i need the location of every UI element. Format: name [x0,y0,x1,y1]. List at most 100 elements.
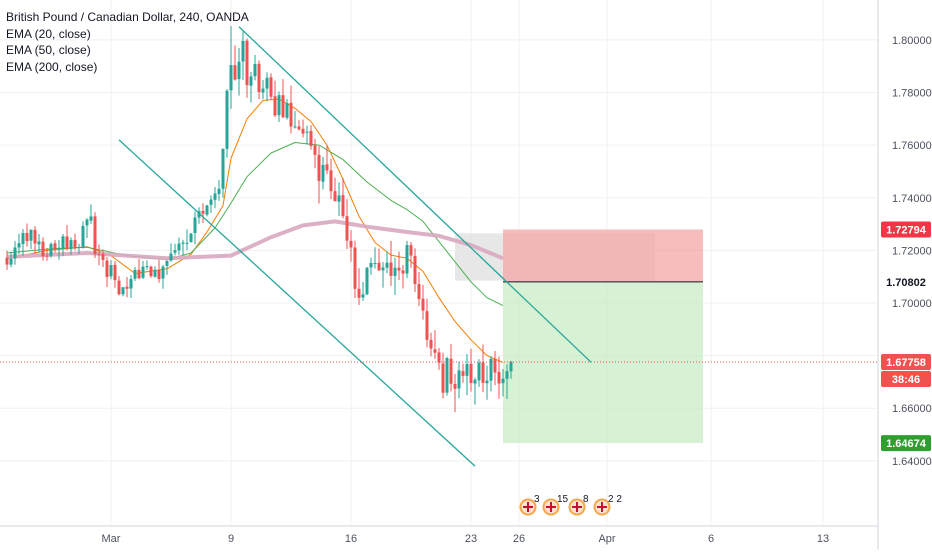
candle [289,85,293,134]
stop-zone [503,229,703,282]
candle [485,365,489,400]
candle [429,332,433,357]
candle [173,243,177,256]
stop-price-tag [881,221,931,238]
candle-body [477,362,481,381]
candle [85,218,89,239]
candle-body [453,384,457,389]
price-tick-label: 1.78000 [892,88,932,100]
candle [101,249,105,267]
candle-body [461,371,465,376]
candle [421,284,425,320]
event-count: 8 [583,494,589,505]
candle [305,125,309,145]
ema-line-20 [6,98,504,363]
candle [221,148,225,198]
event-marker[interactable]: 8 [568,494,590,516]
candle-body [309,130,313,146]
candle-body [269,77,273,97]
event-marker[interactable]: 3 [519,494,541,516]
candle-body [365,267,369,295]
candle-body [153,269,157,277]
candle [153,266,157,278]
candle [9,251,13,268]
candle-body [301,128,305,134]
candle-body [49,244,53,256]
candle-body [25,233,29,242]
candle-body [29,229,33,241]
candle-body [293,126,297,128]
channel-lower-line[interactable] [118,139,476,467]
candle-body [13,247,17,259]
candle [53,239,57,253]
candle [161,264,165,289]
candle [329,158,333,200]
candle [437,347,441,370]
event-count: 15 [557,494,569,505]
candle-body [261,88,265,93]
candle-body [429,339,433,349]
candle-body [397,267,401,271]
candle [89,204,93,225]
candle-body [165,260,169,266]
candle [181,239,185,256]
candle [97,244,101,266]
candle-body [305,131,309,133]
price-tick-label: 1.74000 [892,193,932,205]
candle [333,177,337,202]
time-tick-label: 9 [228,533,234,545]
candle [441,352,445,399]
candle-body [69,240,73,250]
candle [505,364,509,400]
candle [461,363,465,383]
candle-body [97,253,101,255]
candle [281,79,285,119]
candle [129,275,133,298]
candle-body [353,247,357,289]
candle [469,348,473,392]
candle-body [509,361,513,372]
candle-body [385,262,389,268]
candle-body [273,96,277,116]
candle-body [57,247,61,250]
candle [13,240,17,265]
candle-body [137,269,141,279]
candle-body [281,95,285,118]
candle-body [197,211,201,218]
candle [61,234,65,257]
candle [365,266,369,296]
channel-upper-line[interactable] [238,26,592,363]
candle [409,241,413,268]
candle-body [21,233,25,245]
candle-body [61,236,65,249]
candle-body [205,205,209,215]
countdown-tag [881,370,931,387]
candle [481,344,485,393]
candle-body [265,77,269,89]
event-marker[interactable]: 15 [542,494,569,516]
candle-body [377,262,381,271]
target-price-tag-label: 1.64674 [886,438,927,450]
candle [21,229,25,256]
price-tick-label: 1.72000 [892,245,932,257]
candle-body [193,217,197,234]
entry-price-tag [881,273,931,290]
candle-body [149,266,153,277]
candle-body [169,253,173,261]
candle [381,261,385,288]
candle [449,344,453,392]
candle-body [73,239,77,248]
event-marker[interactable]: 2 2 [593,494,623,516]
candle-body [41,241,45,257]
candle-body [181,242,185,244]
candle-body [213,193,217,200]
candle [177,237,181,255]
time-tick-label: 13 [817,533,829,545]
candle [65,225,69,251]
candle [77,243,81,255]
candle [229,25,233,109]
candle-body [217,188,221,195]
candle [477,359,481,387]
